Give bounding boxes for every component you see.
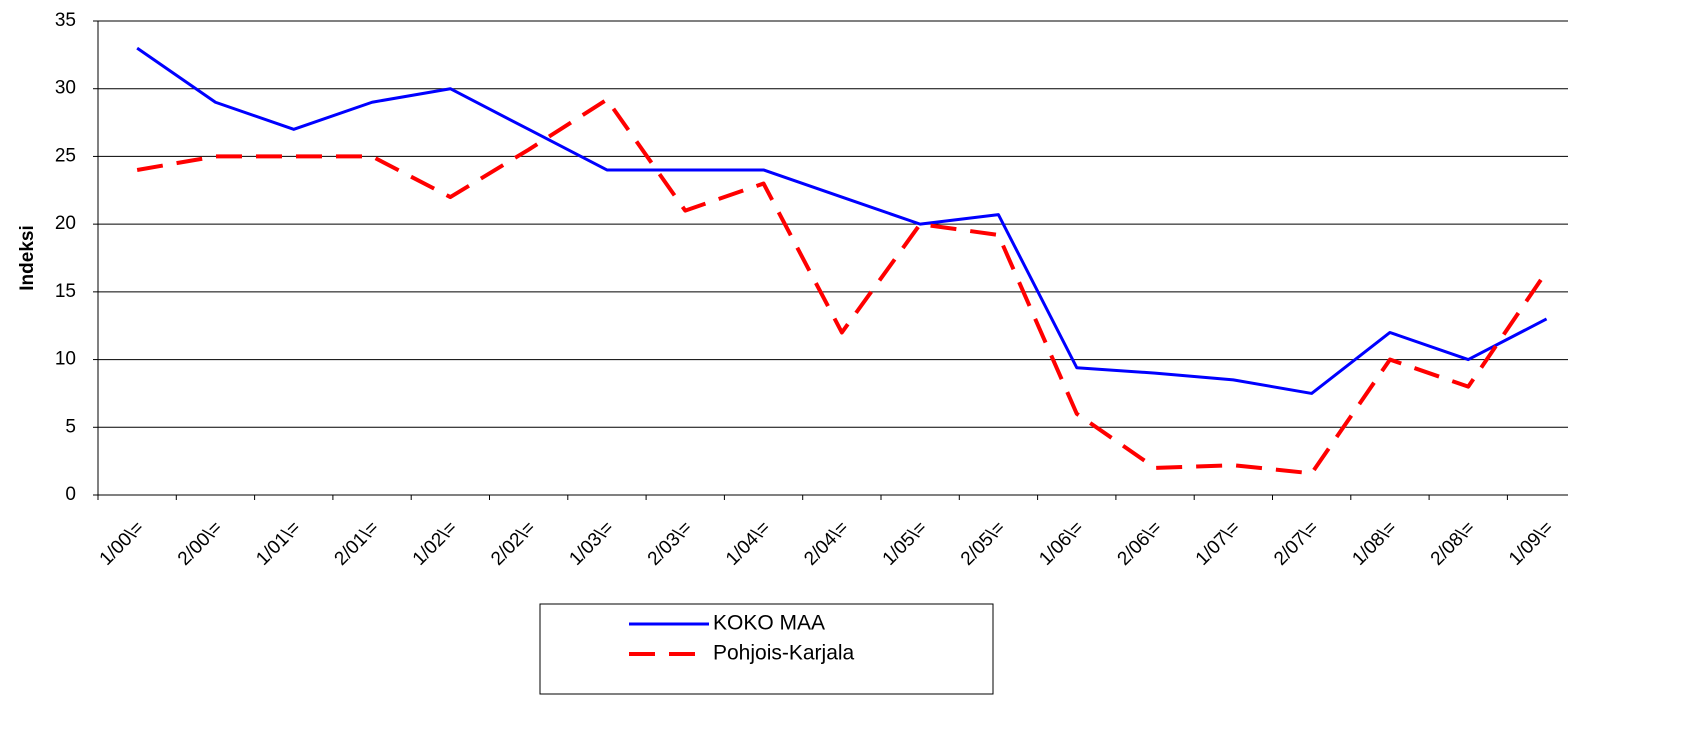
y-tick-label: 10 xyxy=(55,349,76,370)
x-tick-label: 1/03\= xyxy=(565,517,618,570)
x-tick-label: 1/00\= xyxy=(96,517,149,570)
x-tick-label: 1/09\= xyxy=(1505,517,1558,570)
x-tick-label: 1/05\= xyxy=(879,517,932,570)
x-tick-label: 2/00\= xyxy=(174,517,227,570)
y-tick-label: 35 xyxy=(55,10,76,31)
y-tick-label: 30 xyxy=(55,78,76,99)
y-tick-label: 25 xyxy=(55,145,76,166)
y-axis-title: Indeksi xyxy=(17,225,38,290)
legend-label: Pohjois-Karjala xyxy=(713,642,855,665)
x-tick-label: 2/01\= xyxy=(331,517,384,570)
x-tick-label: 2/04\= xyxy=(800,517,853,570)
x-tick-label: 1/02\= xyxy=(409,517,462,570)
x-tick-label: 1/01\= xyxy=(252,517,305,570)
x-tick-label: 2/08\= xyxy=(1427,517,1480,570)
x-tick-label: 1/06\= xyxy=(1035,517,1088,570)
series-line xyxy=(136,46,1548,395)
x-tick-label: 2/06\= xyxy=(1114,517,1167,570)
legend-label: KOKO MAA xyxy=(713,612,825,635)
y-tick-label: 5 xyxy=(65,416,76,437)
x-tick-label: 2/03\= xyxy=(644,517,697,570)
y-tick-label: 15 xyxy=(55,281,76,302)
x-tick-label: 1/07\= xyxy=(1192,517,1245,570)
legend-box xyxy=(539,603,994,695)
x-tick-label: 2/05\= xyxy=(957,517,1010,570)
series-line xyxy=(136,97,1549,476)
y-tick-label: 0 xyxy=(65,484,76,505)
y-tick-label: 20 xyxy=(55,213,76,234)
x-tick-label: 1/08\= xyxy=(1348,517,1401,570)
x-tick-label: 1/04\= xyxy=(722,517,775,570)
x-tick-label: 2/02\= xyxy=(487,517,540,570)
x-tick-label: 2/07\= xyxy=(1270,517,1323,570)
